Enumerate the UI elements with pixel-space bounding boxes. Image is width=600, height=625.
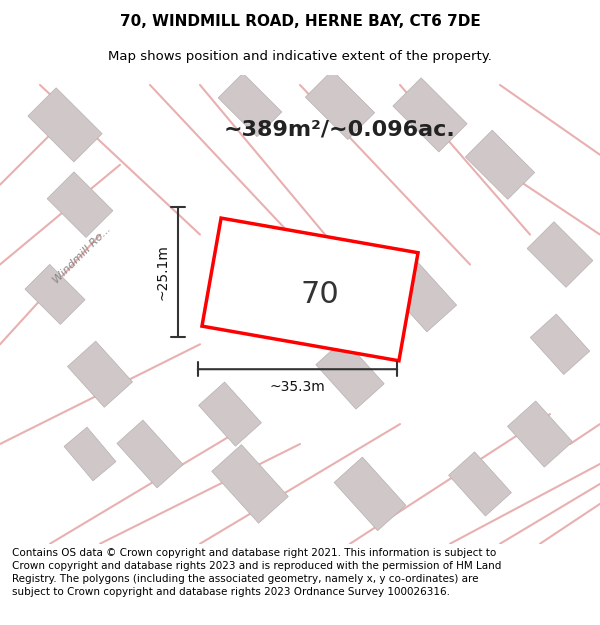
- Polygon shape: [334, 457, 406, 531]
- Polygon shape: [383, 257, 457, 332]
- Polygon shape: [117, 420, 183, 488]
- Polygon shape: [28, 88, 102, 162]
- Polygon shape: [530, 314, 590, 374]
- Polygon shape: [212, 444, 288, 523]
- Polygon shape: [305, 71, 374, 139]
- Polygon shape: [67, 341, 133, 408]
- Polygon shape: [25, 264, 85, 324]
- Text: ~35.3m: ~35.3m: [269, 380, 325, 394]
- Text: 70, WINDMILL ROAD, HERNE BAY, CT6 7DE: 70, WINDMILL ROAD, HERNE BAY, CT6 7DE: [119, 14, 481, 29]
- Polygon shape: [47, 172, 113, 238]
- Polygon shape: [218, 73, 282, 137]
- Polygon shape: [508, 401, 572, 467]
- Polygon shape: [393, 78, 467, 152]
- Text: Windmill Ro...: Windmill Ro...: [51, 224, 113, 285]
- Text: Contains OS data © Crown copyright and database right 2021. This information is : Contains OS data © Crown copyright and d…: [12, 548, 502, 598]
- Text: Map shows position and indicative extent of the property.: Map shows position and indicative extent…: [108, 50, 492, 62]
- Polygon shape: [466, 130, 535, 199]
- Polygon shape: [449, 452, 511, 516]
- Polygon shape: [64, 427, 116, 481]
- Text: ~389m²/~0.096ac.: ~389m²/~0.096ac.: [224, 120, 456, 140]
- Polygon shape: [527, 222, 593, 288]
- Polygon shape: [199, 382, 262, 446]
- Text: 70: 70: [301, 280, 340, 309]
- Polygon shape: [316, 339, 384, 409]
- Polygon shape: [202, 218, 418, 361]
- Text: ~25.1m: ~25.1m: [155, 244, 169, 300]
